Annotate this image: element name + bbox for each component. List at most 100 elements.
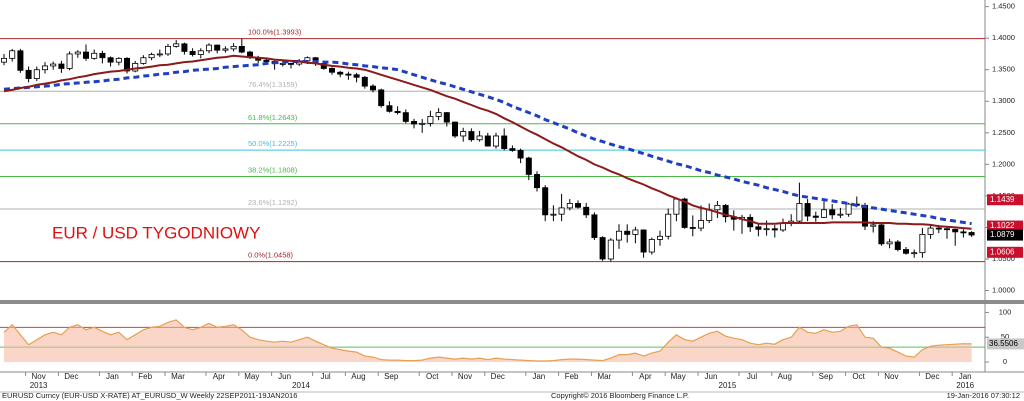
candle-body [591, 214, 598, 238]
candle-body [132, 63, 139, 72]
fib-label: 50.0%(1.2225) [248, 139, 298, 148]
candle-body [558, 207, 565, 215]
candle-body [353, 74, 360, 78]
candle-body [460, 131, 467, 137]
candle-body [361, 76, 368, 87]
candle-body [927, 227, 934, 235]
fib-label: 76.4%(1.3159) [248, 80, 298, 89]
candle-body [124, 57, 131, 72]
candle-body [952, 228, 959, 233]
moving-average [3, 54, 972, 230]
fib-label: 23.6%(1.1292) [248, 198, 298, 207]
candle-body [263, 59, 270, 62]
y-tick-label: 0 [1003, 357, 1007, 366]
candle-body [83, 51, 90, 59]
candle-body [115, 57, 122, 63]
candle-body [173, 43, 180, 47]
candle-body [91, 52, 98, 59]
value-tag-label: 36.5506 [989, 339, 1018, 348]
candle-body [845, 203, 852, 215]
candle-body [9, 50, 16, 59]
fib-label: 100.0%(1.3993) [248, 28, 302, 37]
candle-body [870, 224, 877, 227]
price-tag [987, 220, 1023, 232]
candle-body [804, 203, 811, 217]
x-tick-label: Dec [491, 372, 505, 381]
candle-body [476, 135, 483, 141]
price-tag [987, 229, 1023, 241]
moving-average [3, 60, 972, 226]
candle-body [287, 63, 294, 65]
x-tick-label: Feb [138, 372, 152, 381]
candle-body [616, 230, 623, 241]
fib-label: 0.0%(1.0458) [248, 251, 294, 260]
candle-body [944, 228, 951, 231]
candle-body [468, 131, 475, 141]
x-tick-label: Apr [213, 372, 226, 381]
candle-body [214, 44, 221, 51]
y-tick-label: 1.2500 [992, 128, 1015, 137]
candle-body [25, 69, 32, 79]
x-tick-label: Mar [598, 372, 612, 381]
candle-body [698, 220, 705, 229]
candle-body [550, 213, 557, 216]
x-tick-label: Jul [320, 372, 330, 381]
candle-body [960, 231, 967, 234]
y-tick-label: 1.0000 [992, 286, 1015, 295]
candle-body [886, 241, 893, 245]
x-tick-label: Nov [458, 372, 472, 381]
candle-body [419, 122, 426, 125]
candle-body [542, 187, 549, 216]
candle-body [164, 45, 171, 55]
candle-body [386, 105, 393, 112]
candle-body [197, 50, 204, 55]
footer-center: Copyright© 2016 Bloomberg Finance L.P. [551, 391, 689, 400]
candle-body [509, 148, 516, 151]
candle-body [148, 54, 155, 59]
candle-body [230, 45, 237, 50]
candle-body [33, 69, 40, 79]
candle-body [156, 53, 163, 56]
candle-body [607, 239, 614, 260]
candle-body [575, 203, 582, 208]
candle-body [812, 215, 819, 218]
candle-body [402, 112, 409, 122]
y-tick-label: 1.4000 [992, 33, 1015, 42]
x-tick-label: Aug [351, 372, 365, 381]
y-tick-label: 1.0500 [992, 254, 1015, 263]
candle-body [525, 157, 532, 175]
price-tag-label: 1.1439 [990, 195, 1015, 204]
candle-body [821, 209, 828, 218]
x-tick-label: Apr [639, 372, 652, 381]
price-tag-label: 1.0606 [990, 247, 1015, 256]
year-label: 2013 [30, 381, 48, 390]
x-tick-label: Jan [106, 372, 119, 381]
candle-body [894, 241, 901, 250]
x-tick-label: Dec [64, 372, 78, 381]
candle-body [689, 227, 696, 229]
candle-body [0, 57, 7, 63]
candle-body [42, 65, 49, 71]
candle-body [58, 63, 65, 69]
candle-body [935, 227, 942, 230]
y-tick-label: 50 [1001, 332, 1009, 341]
y-tick-label: 1.3000 [992, 96, 1015, 105]
y-tick-label: 100 [999, 307, 1012, 316]
candle-body [74, 51, 81, 55]
candle-body [714, 204, 721, 211]
candle-body [107, 57, 114, 63]
candle-body [763, 228, 770, 231]
candle-body [648, 239, 655, 253]
price-tag [987, 194, 1023, 206]
candle-body [755, 226, 762, 230]
candle-body [484, 135, 491, 147]
candle-body [722, 204, 729, 218]
candle-body [181, 43, 188, 52]
candle-body [17, 50, 24, 71]
chart-title: EUR / USD TYGODNIOWY [52, 223, 260, 242]
year-label: 2016 [956, 381, 974, 390]
x-tick-label: Sep [819, 372, 834, 381]
candle-body [427, 116, 434, 124]
candle-body [771, 228, 778, 231]
